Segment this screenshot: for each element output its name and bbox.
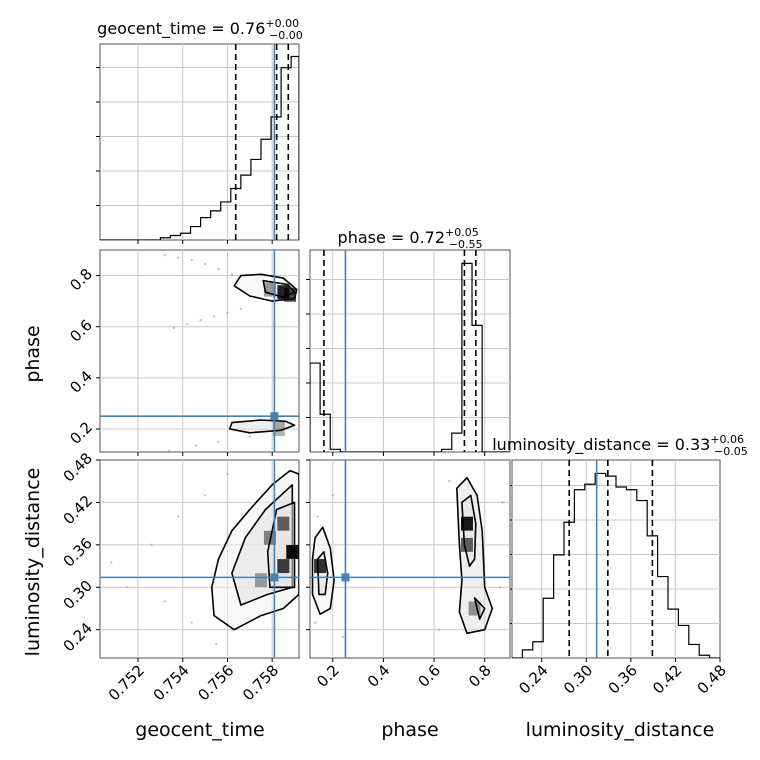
x-tick-label-geocent_time: 0.756 — [194, 661, 237, 704]
scatter-point — [501, 501, 504, 504]
scatter-point — [341, 635, 345, 638]
density-cell — [272, 421, 285, 436]
ylabel-luminosity-distance: luminosity_distance — [22, 468, 44, 657]
y-tick-label-phase: 0.2 — [66, 418, 96, 448]
scatter-point — [194, 444, 198, 447]
y-tick-label-luminosity_distance: 0.30 — [60, 577, 96, 613]
scatter-point — [190, 259, 193, 262]
x-tick-label-luminosity_distance: 0.36 — [605, 661, 641, 697]
density-cell — [460, 516, 473, 531]
scatter-point — [331, 494, 334, 497]
scatter-point — [150, 543, 153, 547]
x-tick-label-luminosity_distance: 0.42 — [649, 661, 685, 697]
scatter-point — [172, 326, 175, 330]
scatter-point — [177, 256, 180, 259]
scatter-point — [437, 628, 441, 631]
panel-backgrounds — [96, 43, 721, 662]
density-cell — [286, 544, 299, 559]
scatter-point — [199, 319, 202, 322]
contour-level — [228, 419, 296, 434]
histogram-step-phase — [310, 262, 510, 452]
density-cell — [284, 287, 297, 302]
panel-frame — [99, 43, 300, 241]
scatter-point — [226, 311, 229, 314]
x-tick-label-geocent_time: 0.752 — [105, 661, 148, 704]
title-phase: phase = 0.72+0.05 −0.55 — [338, 226, 483, 251]
pair-panel-geocent_time-luminosity_distance — [100, 460, 299, 658]
histogram-panel-geocent_time — [100, 44, 299, 240]
y-tick-label-luminosity_distance: 0.48 — [60, 449, 96, 485]
scatter-point — [190, 621, 193, 624]
histogram-step-geocent_time — [100, 55, 299, 240]
histogram-panel-luminosity_distance — [512, 460, 720, 658]
x-tick-label-luminosity_distance: 0.24 — [515, 661, 551, 697]
y-tick-label-phase: 0.6 — [66, 316, 96, 346]
scatter-point — [215, 642, 218, 646]
x-tick-label-geocent_time: 0.758 — [239, 661, 282, 704]
y-tick-label-luminosity_distance: 0.24 — [60, 619, 96, 655]
xlabel-phase: phase — [381, 719, 438, 741]
title-geocent-time: geocent_time = 0.76+0.00 −0.00 — [97, 17, 303, 42]
title-luminosity-distance: luminosity_distance = 0.33+0.06 −0.05 — [492, 433, 748, 458]
pair-panel-phase-luminosity_distance — [310, 460, 510, 658]
x-tick-label-phase: 0.4 — [364, 661, 394, 691]
density-cell — [468, 601, 481, 616]
scatter-point — [498, 586, 502, 589]
histogram-panel-phase — [310, 250, 510, 452]
truth-marker — [341, 573, 350, 582]
scatter-point — [217, 440, 220, 443]
density-cell — [314, 559, 327, 574]
y-tick-label-luminosity_distance: 0.42 — [60, 492, 96, 528]
scatter-point — [163, 253, 167, 257]
scatter-point — [230, 273, 234, 276]
scatter-point — [313, 621, 317, 624]
scatter-point — [316, 515, 319, 518]
y-tick-label-luminosity_distance: 0.36 — [60, 534, 96, 570]
scatter-point — [203, 494, 207, 497]
panel-frame — [309, 249, 511, 453]
scatter-point — [217, 267, 220, 271]
ylabel-phase: phase — [22, 325, 44, 382]
truth-marker — [270, 573, 279, 582]
scatter-point — [177, 515, 180, 518]
scatter-point — [226, 472, 229, 476]
scatter-point — [109, 561, 113, 564]
scatter-point — [168, 449, 171, 452]
scatter-point — [163, 600, 167, 603]
scatter-point — [448, 480, 451, 483]
y-tick-label-phase: 0.4 — [66, 367, 96, 397]
contour-level — [473, 597, 486, 620]
x-tick-label-phase: 0.8 — [465, 661, 495, 691]
density-cell — [263, 282, 276, 297]
xlabel-luminosity-distance: luminosity_distance — [526, 719, 715, 741]
x-tick-label-luminosity_distance: 0.48 — [694, 661, 730, 697]
x-tick-label-luminosity_distance: 0.30 — [560, 661, 596, 697]
density-cell — [460, 537, 473, 552]
x-tick-label-geocent_time: 0.754 — [150, 661, 193, 704]
x-tick-label-phase: 0.6 — [415, 661, 445, 691]
pair-panel-geocent_time-phase — [100, 250, 299, 452]
scatter-point — [248, 435, 252, 438]
density-cell — [254, 573, 267, 588]
scatter-point — [239, 307, 243, 311]
truth-marker — [270, 412, 279, 421]
scatter-point — [125, 586, 129, 589]
x-tick-label-phase: 0.2 — [313, 661, 343, 691]
histogram-step-luminosity_distance — [512, 472, 720, 658]
density-cell — [277, 516, 290, 531]
scatter-point — [203, 262, 207, 266]
scatter-point — [186, 322, 189, 326]
y-tick-label-phase: 0.8 — [66, 265, 96, 295]
density-cell — [263, 530, 276, 545]
xlabel-geocent-time: geocent_time — [135, 719, 264, 741]
density-cell — [277, 559, 290, 574]
scatter-point — [212, 315, 216, 318]
